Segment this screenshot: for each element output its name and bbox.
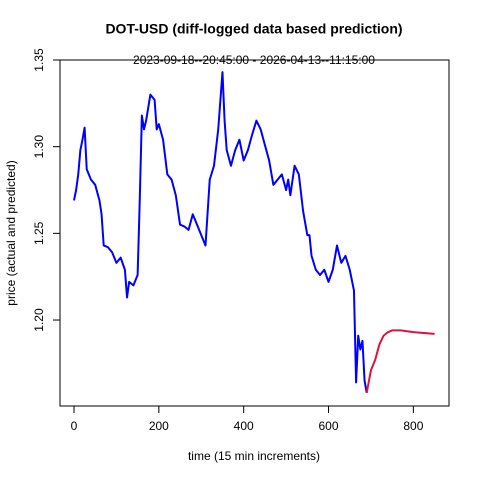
x-tick-label: 800 (403, 419, 423, 433)
plot-frame (59, 59, 450, 407)
y-tick-label: 1.20 (32, 308, 46, 332)
x-tick-label: 600 (319, 419, 339, 433)
y-tick-label: 1.25 (32, 221, 46, 245)
series-line (365, 329, 435, 394)
y-tick-label: 1.35 (32, 48, 46, 72)
x-tick-label: 200 (149, 419, 169, 433)
x-tick-label: 0 (71, 419, 78, 433)
chart-title: DOT-USD (diff-logged data based predicti… (105, 21, 402, 37)
y-axis-label: price (actual and predicted) (4, 160, 18, 305)
series-line (73, 71, 368, 394)
x-tick-label: 400 (234, 419, 254, 433)
y-tick-label: 1.30 (32, 135, 46, 159)
x-axis-label: time (15 min increments) (188, 449, 320, 463)
